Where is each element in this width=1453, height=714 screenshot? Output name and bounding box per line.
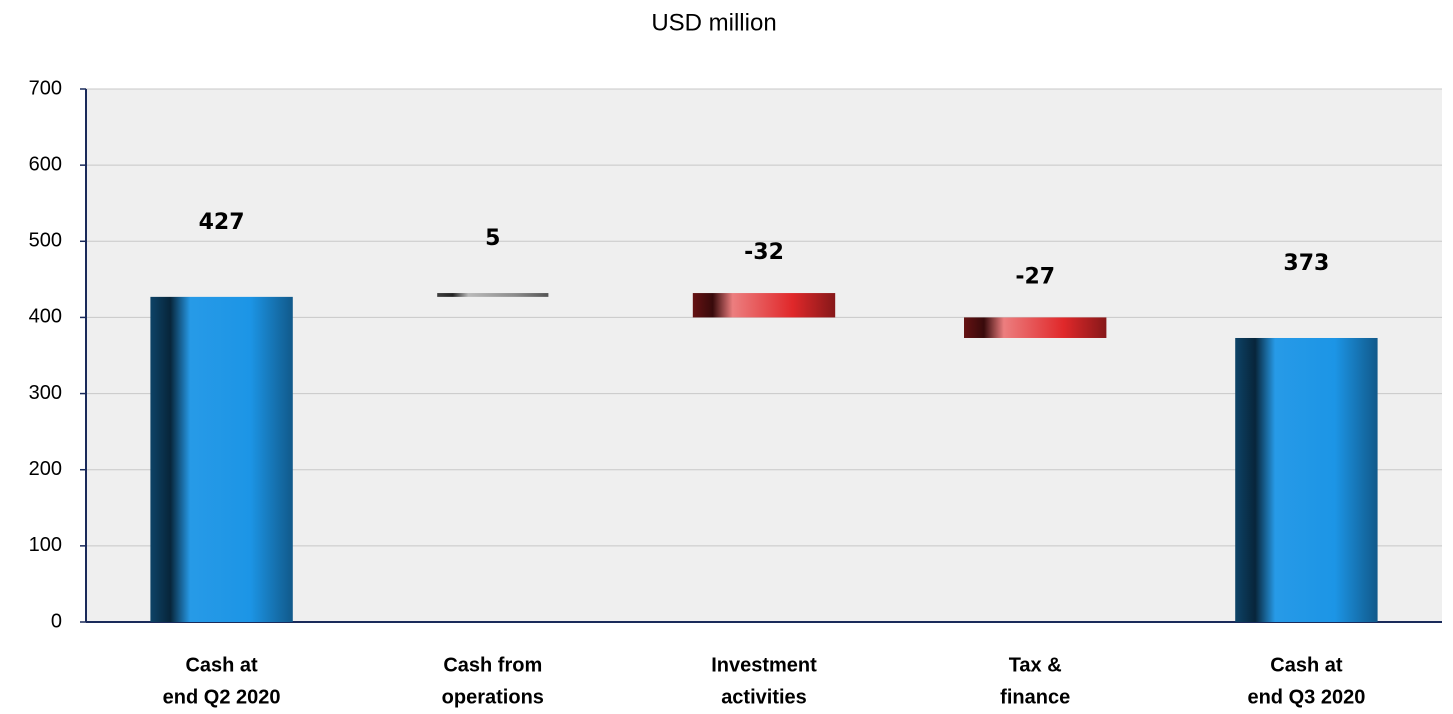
plot-area — [86, 89, 1442, 622]
x-tick-label: finance — [1000, 686, 1070, 708]
data-label: 373 — [1283, 251, 1329, 276]
x-tick-label: end Q2 2020 — [163, 686, 281, 708]
bar — [150, 296, 293, 622]
y-tick-label: 100 — [29, 534, 62, 556]
data-label: 5 — [485, 226, 500, 251]
x-tick-label: Tax & — [1009, 654, 1062, 676]
bar — [1235, 337, 1378, 622]
y-tick-label: 600 — [29, 153, 62, 175]
x-tick-label: operations — [442, 686, 544, 708]
data-label: -27 — [1015, 264, 1055, 289]
bar — [437, 293, 549, 297]
x-tick-label: Cash at — [185, 654, 258, 676]
x-tick-label: Investment — [711, 654, 817, 676]
chart-title: USD million — [651, 9, 776, 36]
bar — [692, 293, 836, 318]
y-tick-label: 400 — [29, 306, 62, 328]
bar — [964, 317, 1107, 338]
data-label: -32 — [744, 240, 784, 265]
y-tick-label: 500 — [29, 230, 62, 252]
y-tick-label: 200 — [29, 458, 62, 480]
y-tick-label: 700 — [29, 77, 62, 99]
x-tick-label: end Q3 2020 — [1247, 686, 1365, 708]
y-tick-label: 0 — [51, 610, 62, 632]
y-tick-label: 300 — [29, 382, 62, 404]
x-tick-label: Cash from — [443, 654, 542, 676]
data-label: 427 — [199, 210, 245, 235]
x-tick-label: Cash at — [1270, 654, 1343, 676]
x-tick-label: activities — [721, 686, 807, 708]
